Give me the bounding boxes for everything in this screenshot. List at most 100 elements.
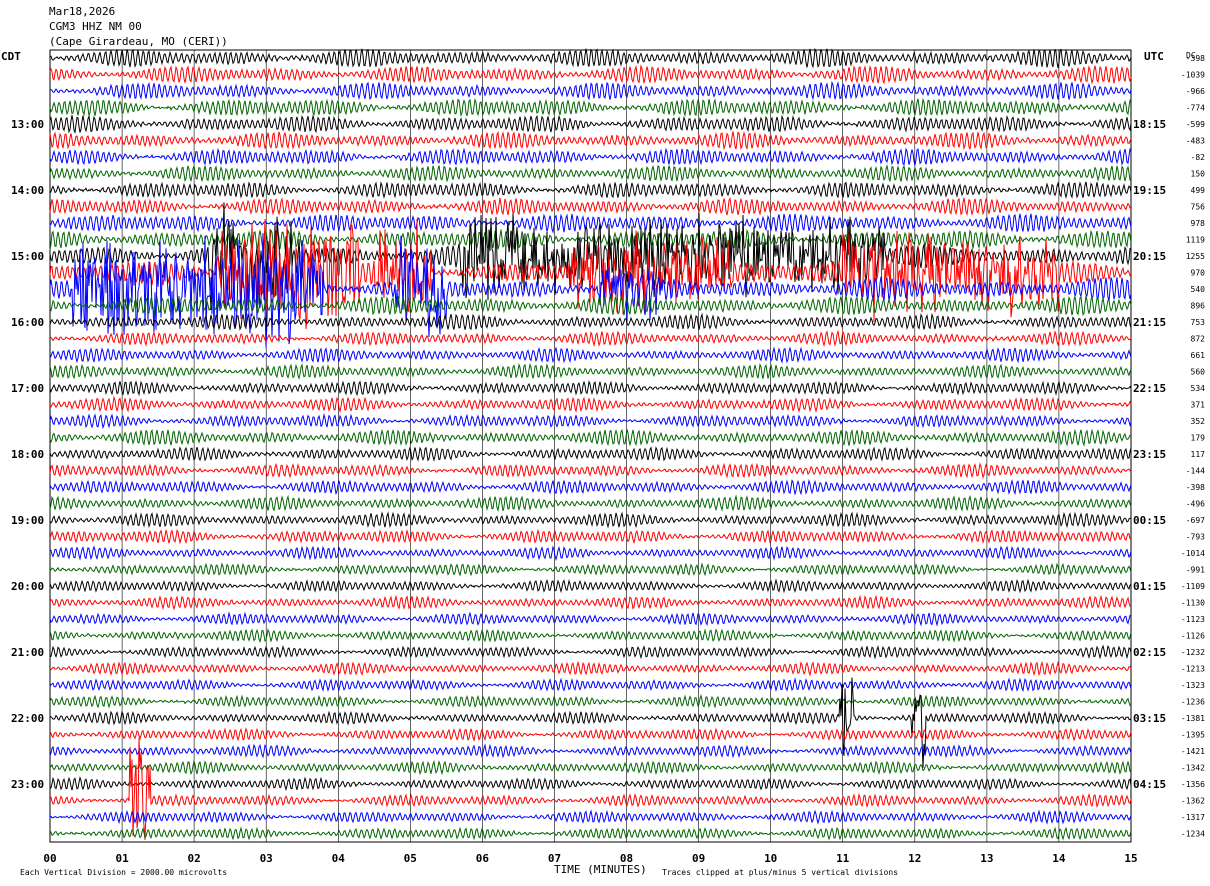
trace-line xyxy=(49,196,1132,217)
dc-offset-label: -1213 xyxy=(1181,665,1205,674)
dc-offset-label: -1323 xyxy=(1181,681,1205,690)
x-tick-label: 06 xyxy=(476,852,490,865)
dc-offset-label: 534 xyxy=(1191,384,1206,393)
dc-offset-label: -1362 xyxy=(1181,797,1205,806)
dc-offset-label: -82 xyxy=(1191,153,1206,162)
x-tick-label: 08 xyxy=(620,852,633,865)
trace-line xyxy=(49,594,1132,611)
cdt-hour-label: 23:00 xyxy=(11,778,44,791)
x-tick-label: 12 xyxy=(908,852,921,865)
trace-line xyxy=(49,611,1132,627)
dc-offset-label: 661 xyxy=(1191,351,1206,360)
location-label: (Cape Girardeau, MO (CERI)) xyxy=(49,35,228,48)
trace-line xyxy=(49,660,1132,677)
dc-offset-label: -599 xyxy=(1186,120,1205,129)
x-tick-label: 03 xyxy=(260,852,273,865)
trace-line xyxy=(49,578,1132,594)
trace-line xyxy=(49,628,1132,644)
trace-line xyxy=(49,380,1132,397)
trace-line xyxy=(49,228,1132,250)
utc-hour-label: 19:15 xyxy=(1133,184,1166,197)
trace-line xyxy=(49,727,1132,742)
x-axis-tick-labels: 00 01 02 03 04 05 06 07 08 09 10 11 12 13 14 15 xyxy=(43,852,1137,865)
trace-line xyxy=(49,743,1132,759)
trace-line xyxy=(49,528,1132,545)
dc-offset-label: -398 xyxy=(1186,483,1205,492)
trace-line xyxy=(49,776,1132,792)
trace-line xyxy=(49,494,1132,513)
x-tick-label: 15 xyxy=(1124,852,1137,865)
x-tick-label: 01 xyxy=(115,852,129,865)
trace-line xyxy=(49,294,1132,317)
dc-offset-label: 970 xyxy=(1191,269,1206,278)
dc-column-label: DC xyxy=(1186,51,1196,60)
trace-line xyxy=(49,97,1132,118)
trace-line xyxy=(49,511,1132,529)
trace-line xyxy=(49,329,1132,348)
trace-line xyxy=(49,413,1132,430)
trace-line xyxy=(49,445,1132,462)
dc-offset-label: -697 xyxy=(1186,516,1205,525)
cdt-hour-label: 14:00 xyxy=(11,184,44,197)
x-tick-label: 14 xyxy=(1052,852,1066,865)
minute-grid xyxy=(49,49,1132,843)
trace-line xyxy=(49,677,1132,693)
dc-offset-label: -1317 xyxy=(1181,813,1205,822)
dc-offset-label: -1014 xyxy=(1181,549,1205,558)
utc-hour-label: 23:15 xyxy=(1133,448,1166,461)
x-tick-label: 07 xyxy=(548,852,561,865)
trace-line xyxy=(49,213,1132,234)
dc-offset-label: 352 xyxy=(1191,417,1206,426)
dc-offset-label: -1381 xyxy=(1181,714,1205,723)
trace-line xyxy=(49,80,1132,101)
dc-offset-label: 1119 xyxy=(1186,236,1205,245)
dc-offset-label: -1236 xyxy=(1181,698,1205,707)
cdt-hour-label: 22:00 xyxy=(11,712,44,725)
trace-line xyxy=(49,114,1132,135)
vertical-division-note: Each Vertical Division = 2000.00 microvo… xyxy=(20,868,227,877)
dc-offset-label: 1255 xyxy=(1186,252,1205,261)
trace-line xyxy=(49,738,1132,840)
x-tick-label: 09 xyxy=(692,852,705,865)
dc-offset-label: -1109 xyxy=(1181,582,1205,591)
trace-line xyxy=(49,462,1132,480)
x-tick-label: 04 xyxy=(332,852,346,865)
dc-offset-label: -1232 xyxy=(1181,648,1205,657)
dc-offset-label: -966 xyxy=(1186,87,1205,96)
dc-offset-label: -991 xyxy=(1186,566,1205,575)
dc-offset-label: -144 xyxy=(1186,467,1205,476)
x-tick-label: 00 xyxy=(43,852,56,865)
trace-line xyxy=(49,232,1132,348)
utc-hour-label: 00:15 xyxy=(1133,514,1166,527)
dc-offset-label: -1126 xyxy=(1181,632,1205,641)
dc-offset-labels: -398 -1039 -966 -774 -599 -483 -82 150 499 756 978… xyxy=(1181,54,1205,839)
trace-line xyxy=(49,218,1132,329)
dc-offset-label: -793 xyxy=(1186,533,1205,542)
utc-hour-label: 18:15 xyxy=(1133,118,1166,131)
trace-line xyxy=(49,362,1132,380)
trace-line xyxy=(49,64,1132,85)
dc-offset-label: 872 xyxy=(1191,335,1206,344)
utc-hour-label: 01:15 xyxy=(1133,580,1166,593)
cdt-hour-label: 13:00 xyxy=(11,118,44,131)
cdt-hour-label: 19:00 xyxy=(11,514,44,527)
utc-hour-label: 22:15 xyxy=(1133,382,1166,395)
trace-line xyxy=(49,562,1132,577)
dc-offset-label: 371 xyxy=(1191,401,1206,410)
trace-line xyxy=(49,395,1132,414)
seismic-traces xyxy=(49,47,1132,841)
trace-line xyxy=(49,312,1132,331)
dc-offset-label: 179 xyxy=(1191,434,1206,443)
x-tick-label: 02 xyxy=(187,852,200,865)
dc-offset-label: -774 xyxy=(1186,104,1205,113)
cdt-hour-label: 17:00 xyxy=(11,382,44,395)
dc-offset-label: 978 xyxy=(1191,219,1206,228)
trace-line xyxy=(49,130,1132,151)
utc-hour-label: 04:15 xyxy=(1133,778,1166,791)
trace-line xyxy=(49,478,1132,496)
dc-offset-label: 150 xyxy=(1191,170,1206,179)
dc-offset-label: -1395 xyxy=(1181,731,1205,740)
trace-line xyxy=(49,759,1132,776)
dc-offset-label: -398 xyxy=(1186,54,1205,63)
